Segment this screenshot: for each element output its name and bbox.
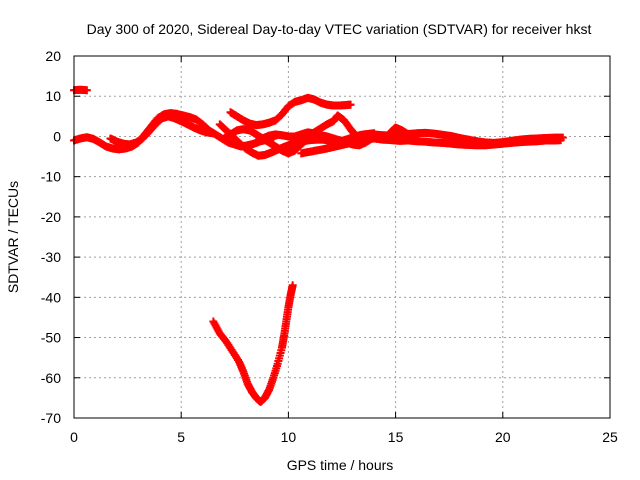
chart-title: Day 300 of 2020, Sidereal Day-to-day VTE… bbox=[87, 21, 592, 37]
y-tick-label: -10 bbox=[41, 169, 61, 185]
y-tick-label: -50 bbox=[41, 330, 61, 346]
y-tick-label: -20 bbox=[41, 209, 61, 225]
y-tick-label: 20 bbox=[45, 48, 61, 64]
y-tick-label: 10 bbox=[45, 88, 61, 104]
data-point bbox=[209, 129, 218, 138]
series-arc-4 bbox=[226, 93, 355, 130]
y-tick-label: -40 bbox=[41, 289, 61, 305]
data-point bbox=[346, 100, 355, 109]
data-series bbox=[70, 85, 567, 406]
series-arc-10 bbox=[370, 128, 567, 147]
x-tick-label: 5 bbox=[177, 429, 185, 445]
y-tick-label: -30 bbox=[41, 249, 61, 265]
data-point bbox=[288, 281, 297, 290]
plot-frame bbox=[73, 55, 611, 419]
x-tick-label: 20 bbox=[495, 429, 511, 445]
y-tick-labels: 20 10 0 -10 -20 -30 -40 -50 -60 -70 bbox=[41, 48, 61, 426]
y-tick-label: -60 bbox=[41, 370, 61, 386]
series-arc-1 bbox=[70, 85, 91, 95]
data-point bbox=[558, 133, 567, 142]
y-tick-label: 0 bbox=[53, 128, 61, 144]
x-tick-label: 0 bbox=[70, 429, 78, 445]
y-axis-title: SDTVAR / TECUs bbox=[5, 181, 21, 293]
x-tick-label: 10 bbox=[281, 429, 297, 445]
data-point bbox=[82, 86, 91, 95]
x-axis-title: GPS time / hours bbox=[287, 457, 394, 473]
data-point bbox=[350, 130, 359, 139]
x-tick-labels: 0 5 10 15 20 25 bbox=[70, 429, 618, 445]
x-tick-label: 25 bbox=[602, 429, 618, 445]
x-tick-label: 15 bbox=[388, 429, 404, 445]
y-tick-label: -70 bbox=[41, 410, 61, 426]
series-arc-11 bbox=[209, 281, 297, 406]
series-arc-3 bbox=[106, 112, 218, 149]
